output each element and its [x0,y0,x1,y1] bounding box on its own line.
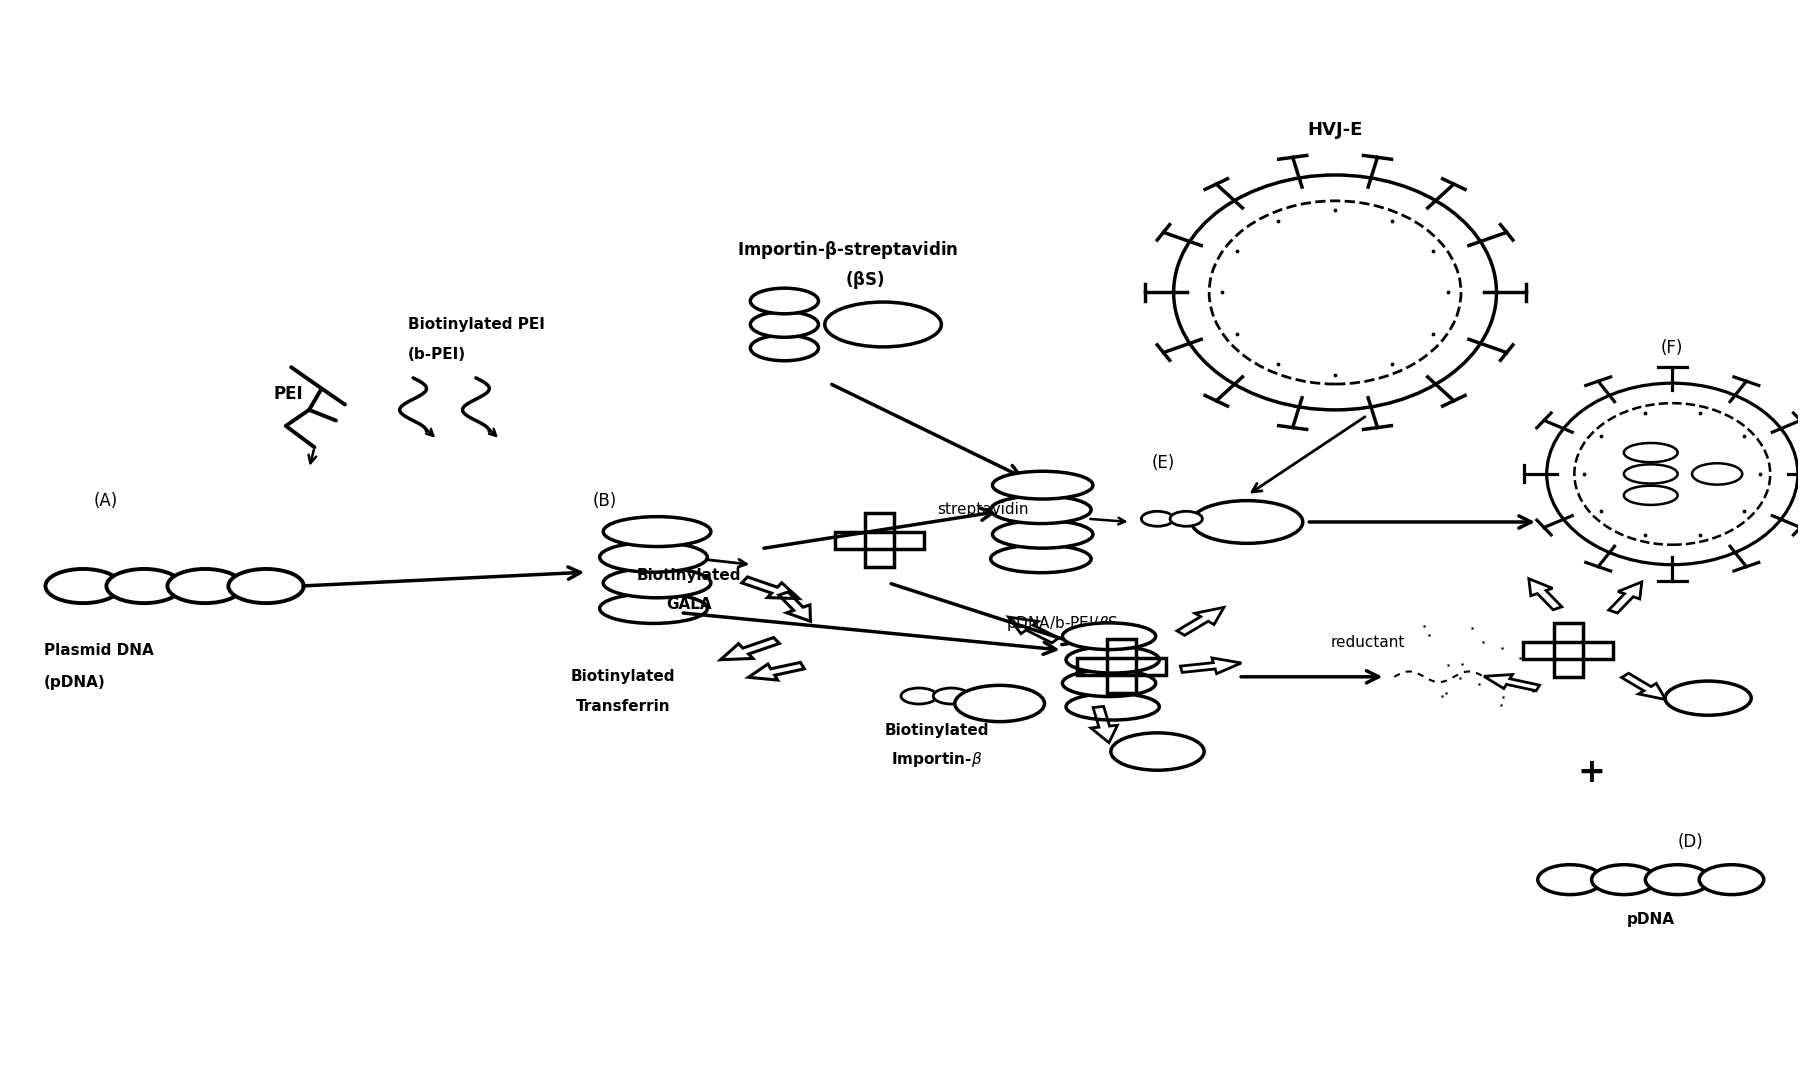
Text: ($\bf{\beta}$S): ($\bf{\beta}$S) [845,269,885,291]
Text: (b-PEI): (b-PEI) [407,346,467,362]
Text: Biotinylated: Biotinylated [571,669,676,684]
Ellipse shape [1692,464,1743,484]
Ellipse shape [933,688,969,704]
Text: HVJ-E: HVJ-E [1308,122,1362,139]
Ellipse shape [1591,865,1656,894]
Ellipse shape [1645,865,1710,894]
Text: Importin-$\beta$: Importin-$\beta$ [892,750,982,768]
Text: Biotinylated: Biotinylated [885,723,989,738]
Text: GALA: GALA [667,597,712,611]
Text: Biotinylated PEI: Biotinylated PEI [407,317,544,332]
Ellipse shape [168,569,243,604]
Bar [1106,639,1135,693]
Ellipse shape [1141,511,1173,526]
Ellipse shape [825,302,941,346]
Ellipse shape [1173,175,1496,410]
Ellipse shape [604,568,710,598]
Ellipse shape [106,569,182,604]
Ellipse shape [1624,465,1678,483]
Ellipse shape [1537,865,1602,894]
Ellipse shape [993,521,1094,548]
Ellipse shape [600,594,706,623]
Text: pDNA/b-PEI/$\beta$S: pDNA/b-PEI/$\beta$S [1006,614,1119,633]
Ellipse shape [1067,693,1159,720]
Ellipse shape [229,569,305,604]
Ellipse shape [1624,485,1678,505]
Ellipse shape [1067,647,1159,674]
Ellipse shape [750,288,818,314]
Text: PEI: PEI [274,385,303,402]
Bar [1523,641,1613,659]
Ellipse shape [1063,623,1155,650]
Text: streptavidin: streptavidin [937,501,1029,516]
Ellipse shape [600,542,706,572]
Text: (B): (B) [593,492,616,510]
Ellipse shape [750,335,818,360]
Text: Importin-$\bf{\beta}$-streptavidin: Importin-$\bf{\beta}$-streptavidin [737,239,959,260]
Text: (A): (A) [94,492,119,510]
Text: (F): (F) [1661,339,1683,357]
Ellipse shape [901,688,937,704]
Text: reductant: reductant [1330,635,1404,650]
Ellipse shape [1191,500,1303,543]
Ellipse shape [955,685,1045,722]
Text: (E): (E) [1151,454,1175,472]
Bar [865,513,894,567]
Text: (pDNA): (pDNA) [43,675,105,690]
Ellipse shape [991,544,1092,572]
Bar [1553,623,1582,677]
Ellipse shape [991,496,1092,524]
Text: Plasmid DNA: Plasmid DNA [43,642,153,657]
Ellipse shape [993,471,1094,499]
Ellipse shape [1665,681,1752,716]
Ellipse shape [1169,511,1202,526]
Text: Transferrin: Transferrin [575,699,670,714]
Text: (D): (D) [1678,833,1703,851]
Ellipse shape [1624,443,1678,463]
Ellipse shape [1699,865,1764,894]
Text: pDNA: pDNA [1627,911,1674,926]
Text: +: + [1577,756,1606,790]
Bar [834,532,924,549]
Ellipse shape [1546,383,1798,565]
Ellipse shape [1063,670,1155,696]
Ellipse shape [1110,733,1204,770]
Ellipse shape [604,516,710,547]
Text: (C): (C) [1137,745,1160,763]
Text: Biotinylated: Biotinylated [638,568,742,583]
Ellipse shape [45,569,121,604]
Ellipse shape [750,312,818,337]
Bar [1078,657,1166,675]
